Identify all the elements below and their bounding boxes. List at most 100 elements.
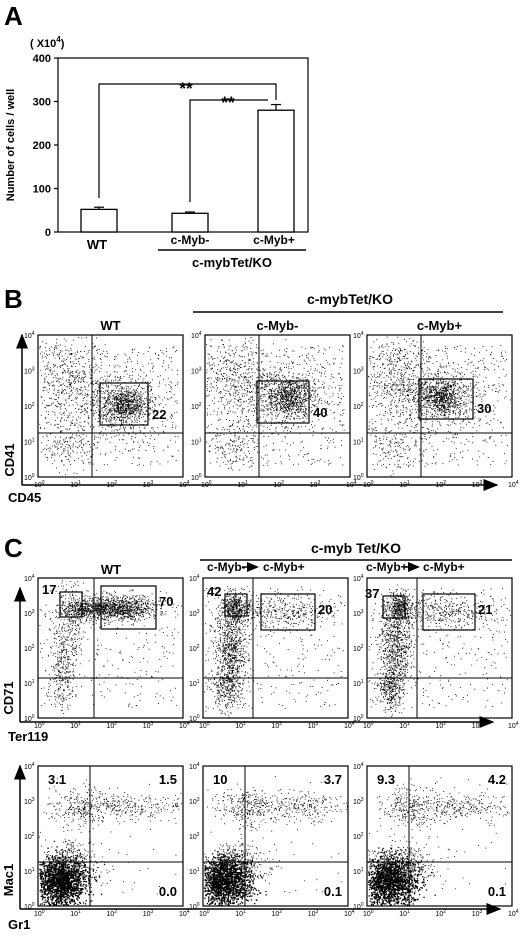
- bar-1: [172, 213, 208, 232]
- y-tick-label: 101: [189, 867, 200, 876]
- bar-label-mybminus: c-Myb-: [171, 233, 210, 247]
- y-tick-label: 101: [353, 867, 364, 876]
- panel-c-bottom-ylabel: Mac1: [1, 864, 16, 897]
- quadrant-lr-value: 0.0: [159, 884, 177, 899]
- quadrant-ul-value: 10: [213, 772, 227, 787]
- sig-label-2: **: [221, 93, 235, 112]
- arrow-label-1-from: c-Myb-: [207, 560, 246, 574]
- y-tick-label: 102: [24, 832, 35, 841]
- y-tick-label: 101: [353, 679, 364, 688]
- bar-2: [258, 110, 294, 232]
- plot-frame: [367, 578, 512, 718]
- y-tick-label: 101: [24, 679, 35, 688]
- x-tick-label: 104: [508, 480, 519, 489]
- panel-b: B c-mybTet/KO 10010010110110210210310310…: [2, 284, 519, 505]
- gate-value: 40: [313, 405, 327, 420]
- panel-a-unit: ( X104): [30, 35, 65, 50]
- panel-b-ylabel: CD41: [2, 443, 17, 476]
- panel-c-top-xlabel: Ter119: [8, 729, 48, 744]
- significance-brackets: [99, 84, 276, 202]
- x-tick-label: 102: [272, 909, 283, 918]
- plot-title: c-Myb+: [417, 318, 463, 333]
- arrow-label-2-to: c-Myb+: [423, 560, 465, 574]
- panel-a-bars: [81, 105, 294, 232]
- x-tick-label: 104: [508, 909, 519, 918]
- x-tick-label: 102: [436, 909, 447, 918]
- y-tick-label: 103: [24, 609, 35, 618]
- y-tick-label: 104: [24, 574, 35, 583]
- bar-label-mybplus: c-Myb+: [253, 233, 295, 247]
- y-tick-label: 104: [353, 574, 364, 583]
- y-tick-label: 103: [24, 367, 35, 376]
- y-tick-label: 104: [24, 331, 35, 340]
- y-tick-label: 103: [189, 797, 200, 806]
- plot-title: WT: [100, 318, 120, 333]
- y-tick-label: 102: [353, 402, 364, 411]
- panel-b-plot-1: 10010010110110210210310310410440c-Myb-: [191, 318, 357, 489]
- y-tick-label: 104: [191, 331, 202, 340]
- y-tick-label: 100: [191, 473, 202, 482]
- panel-b-plot-2: 10010010110110210210310310410430c-Myb+: [353, 318, 519, 489]
- quadrant-lr-value: 0.1: [324, 884, 342, 899]
- quadrant-ul-value: 3.1: [48, 772, 66, 787]
- bar-0: [81, 209, 117, 232]
- bar-label-wt: WT: [87, 237, 107, 252]
- y-tick-label: 102: [189, 832, 200, 841]
- quadrant-ur-value: 3.7: [324, 772, 342, 787]
- panel-a: A ( X104) Number of cells / well 0100200…: [4, 1, 308, 270]
- quadrant-lr-value: 0.1: [488, 884, 506, 899]
- quadrant-ur-value: 4.2: [488, 772, 506, 787]
- gate-value: 22: [152, 407, 166, 422]
- panel-c: C c-myb Tet/KO WT c-Myb- c-Myb+ c-Myb+ c…: [1, 533, 519, 932]
- x-tick-label: 103: [308, 909, 319, 918]
- y-tick-label: 103: [353, 609, 364, 618]
- y-tick-label: 102: [353, 832, 364, 841]
- x-tick-label: 104: [508, 721, 519, 730]
- plot-frame: [205, 335, 350, 477]
- gate-value-right: 70: [159, 594, 173, 609]
- y-tick-label: 101: [24, 867, 35, 876]
- y-tick-label: 101: [24, 438, 35, 447]
- gate-value-left: 17: [42, 582, 56, 597]
- y-tick-label: 103: [353, 797, 364, 806]
- x-tick-label: 101: [399, 909, 410, 918]
- y-tick-label: 103: [24, 797, 35, 806]
- panel-b-xlabel: CD45: [8, 490, 41, 505]
- arrow-label-1-arrow-icon: [247, 562, 259, 572]
- gate-value: 30: [477, 401, 491, 416]
- ytick-label: 200: [33, 140, 51, 152]
- panel-c-bottom-xlabel: Gr1: [8, 917, 30, 932]
- arrow-label-2-from: c-Myb+: [366, 560, 408, 574]
- y-tick-label: 102: [189, 644, 200, 653]
- quadrant-ur-value: 1.5: [159, 772, 177, 787]
- gate-value-left: 42: [207, 584, 221, 599]
- y-tick-label: 104: [353, 331, 364, 340]
- y-tick-label: 101: [191, 438, 202, 447]
- panel-b-group-label: c-mybTet/KO: [307, 291, 393, 307]
- ytick-label: 400: [33, 53, 51, 65]
- y-tick-label: 102: [353, 644, 364, 653]
- y-tick-label: 104: [353, 762, 364, 771]
- y-tick-label: 102: [24, 644, 35, 653]
- panel-c-top-ylabel: CD71: [1, 681, 16, 714]
- y-tick-label: 104: [189, 574, 200, 583]
- y-tick-label: 100: [24, 473, 35, 482]
- y-tick-label: 101: [353, 438, 364, 447]
- gate-value-right: 21: [478, 602, 492, 617]
- y-tick-label: 102: [24, 402, 35, 411]
- y-tick-label: 100: [353, 473, 364, 482]
- y-tick-label: 104: [189, 762, 200, 771]
- y-tick-label: 103: [189, 609, 200, 618]
- sig-label-1: **: [179, 79, 193, 98]
- y-tick-label: 103: [353, 367, 364, 376]
- y-tick-label: 101: [189, 679, 200, 688]
- quadrant-ul-value: 9.3: [377, 772, 395, 787]
- x-tick-label: 100: [199, 909, 210, 918]
- bracket-mybminus-mybplus: [190, 100, 268, 202]
